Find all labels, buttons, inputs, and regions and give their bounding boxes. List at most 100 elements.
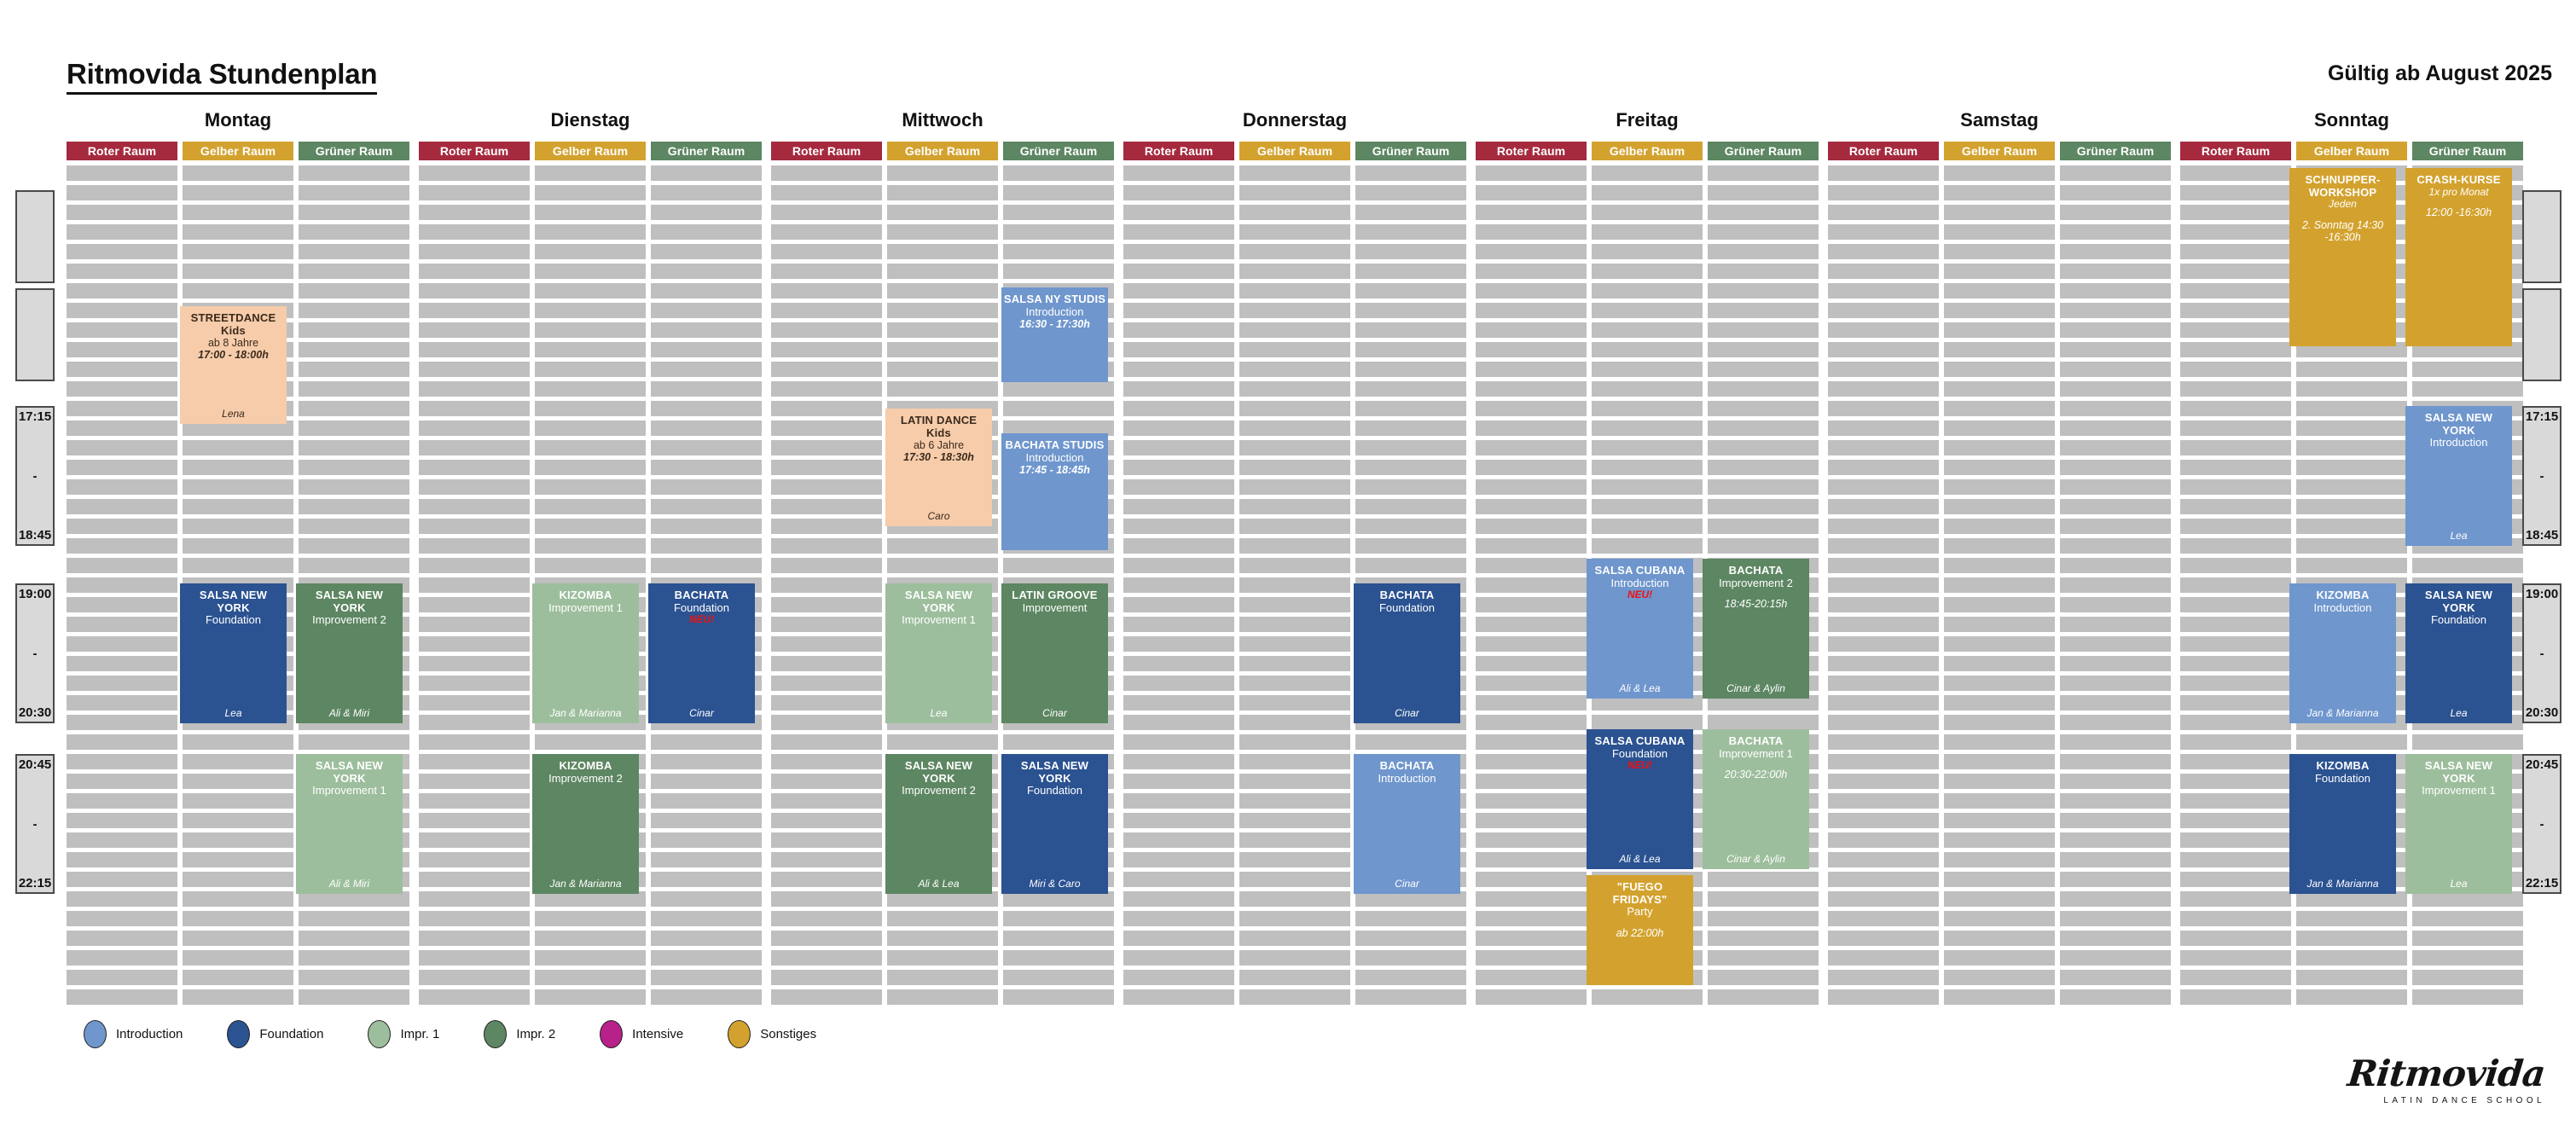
empty-slot[interactable]	[1239, 362, 1350, 377]
empty-slot[interactable]	[1239, 774, 1350, 789]
empty-slot[interactable]	[535, 165, 646, 181]
empty-slot[interactable]	[2180, 970, 2291, 985]
empty-slot[interactable]	[1476, 185, 1587, 200]
empty-slot[interactable]	[1708, 499, 1819, 514]
empty-slot[interactable]	[771, 715, 882, 730]
empty-slot[interactable]	[67, 479, 177, 495]
empty-slot[interactable]	[1123, 989, 1234, 1005]
empty-slot[interactable]	[535, 479, 646, 495]
empty-slot[interactable]	[2060, 322, 2171, 338]
empty-slot[interactable]	[1944, 950, 2055, 966]
empty-slot[interactable]	[1476, 832, 1587, 848]
empty-slot[interactable]	[535, 303, 646, 318]
empty-slot[interactable]	[771, 813, 882, 828]
empty-slot[interactable]	[1944, 401, 2055, 416]
empty-slot[interactable]	[67, 754, 177, 769]
empty-slot[interactable]	[2060, 852, 2171, 867]
empty-slot[interactable]	[1592, 303, 1703, 318]
empty-slot[interactable]	[651, 989, 762, 1005]
empty-slot[interactable]	[299, 499, 409, 514]
empty-slot[interactable]	[887, 911, 998, 926]
empty-slot[interactable]	[1003, 420, 1114, 436]
empty-slot[interactable]	[771, 597, 882, 612]
empty-slot[interactable]	[67, 656, 177, 671]
empty-slot[interactable]	[2296, 950, 2407, 966]
empty-slot[interactable]	[183, 165, 293, 181]
empty-slot[interactable]	[1239, 911, 1350, 926]
empty-slot[interactable]	[1123, 754, 1234, 769]
empty-slot[interactable]	[2180, 597, 2291, 612]
empty-slot[interactable]	[419, 832, 530, 848]
empty-slot[interactable]	[535, 970, 646, 985]
empty-slot[interactable]	[535, 891, 646, 907]
empty-slot[interactable]	[419, 597, 530, 612]
empty-slot[interactable]	[1123, 440, 1234, 455]
empty-slot[interactable]	[1239, 264, 1350, 279]
empty-slot[interactable]	[1239, 342, 1350, 357]
empty-slot[interactable]	[1476, 205, 1587, 220]
empty-slot[interactable]	[771, 165, 882, 181]
empty-slot[interactable]	[1239, 460, 1350, 475]
empty-slot[interactable]	[1123, 852, 1234, 867]
empty-slot[interactable]	[1708, 715, 1819, 730]
class-block-so-salsany-intro[interactable]: SALSA NEW YORK Introduction Lea	[2405, 406, 2512, 546]
empty-slot[interactable]	[1355, 911, 1466, 926]
empty-slot[interactable]	[2060, 420, 2171, 436]
empty-slot[interactable]	[771, 460, 882, 475]
empty-slot[interactable]	[771, 695, 882, 710]
empty-slot[interactable]	[2296, 911, 2407, 926]
empty-slot[interactable]	[419, 813, 530, 828]
empty-slot[interactable]	[299, 558, 409, 573]
empty-slot[interactable]	[2180, 519, 2291, 534]
empty-slot[interactable]	[651, 734, 762, 750]
empty-slot[interactable]	[419, 989, 530, 1005]
empty-slot[interactable]	[1476, 715, 1587, 730]
empty-slot[interactable]	[419, 558, 530, 573]
empty-slot[interactable]	[535, 185, 646, 200]
empty-slot[interactable]	[419, 852, 530, 867]
empty-slot[interactable]	[299, 479, 409, 495]
empty-slot[interactable]	[535, 734, 646, 750]
empty-slot[interactable]	[2412, 911, 2523, 926]
empty-slot[interactable]	[1708, 303, 1819, 318]
empty-slot[interactable]	[419, 931, 530, 946]
empty-slot[interactable]	[2060, 989, 2171, 1005]
empty-slot[interactable]	[419, 793, 530, 809]
empty-slot[interactable]	[1708, 989, 1819, 1005]
empty-slot[interactable]	[1239, 597, 1350, 612]
empty-slot[interactable]	[1708, 381, 1819, 397]
empty-slot[interactable]	[1476, 597, 1587, 612]
empty-slot[interactable]	[67, 832, 177, 848]
empty-slot[interactable]	[1123, 165, 1234, 181]
class-block-mi-latin-groove[interactable]: LATIN GROOVE Improvement Cinar	[1001, 583, 1108, 723]
empty-slot[interactable]	[1828, 577, 1939, 593]
empty-slot[interactable]	[1592, 519, 1703, 534]
empty-slot[interactable]	[1944, 636, 2055, 652]
empty-slot[interactable]	[299, 460, 409, 475]
empty-slot[interactable]	[887, 970, 998, 985]
empty-slot[interactable]	[2180, 852, 2291, 867]
empty-slot[interactable]	[299, 185, 409, 200]
empty-slot[interactable]	[887, 322, 998, 338]
empty-slot[interactable]	[183, 558, 293, 573]
empty-slot[interactable]	[1355, 558, 1466, 573]
empty-slot[interactable]	[67, 636, 177, 652]
empty-slot[interactable]	[67, 401, 177, 416]
empty-slot[interactable]	[2180, 931, 2291, 946]
empty-slot[interactable]	[1944, 558, 2055, 573]
class-block-so-salsany-found[interactable]: SALSA NEW YORK Foundation Lea	[2405, 583, 2512, 723]
empty-slot[interactable]	[1239, 401, 1350, 416]
empty-slot[interactable]	[1355, 381, 1466, 397]
empty-slot[interactable]	[1944, 715, 2055, 730]
empty-slot[interactable]	[67, 322, 177, 338]
empty-slot[interactable]	[1003, 970, 1114, 985]
empty-slot[interactable]	[1476, 617, 1587, 632]
empty-slot[interactable]	[67, 499, 177, 514]
empty-slot[interactable]	[183, 420, 293, 436]
empty-slot[interactable]	[1944, 852, 2055, 867]
empty-slot[interactable]	[771, 734, 882, 750]
empty-slot[interactable]	[67, 283, 177, 299]
empty-slot[interactable]	[2060, 558, 2171, 573]
empty-slot[interactable]	[2296, 362, 2407, 377]
empty-slot[interactable]	[1592, 440, 1703, 455]
